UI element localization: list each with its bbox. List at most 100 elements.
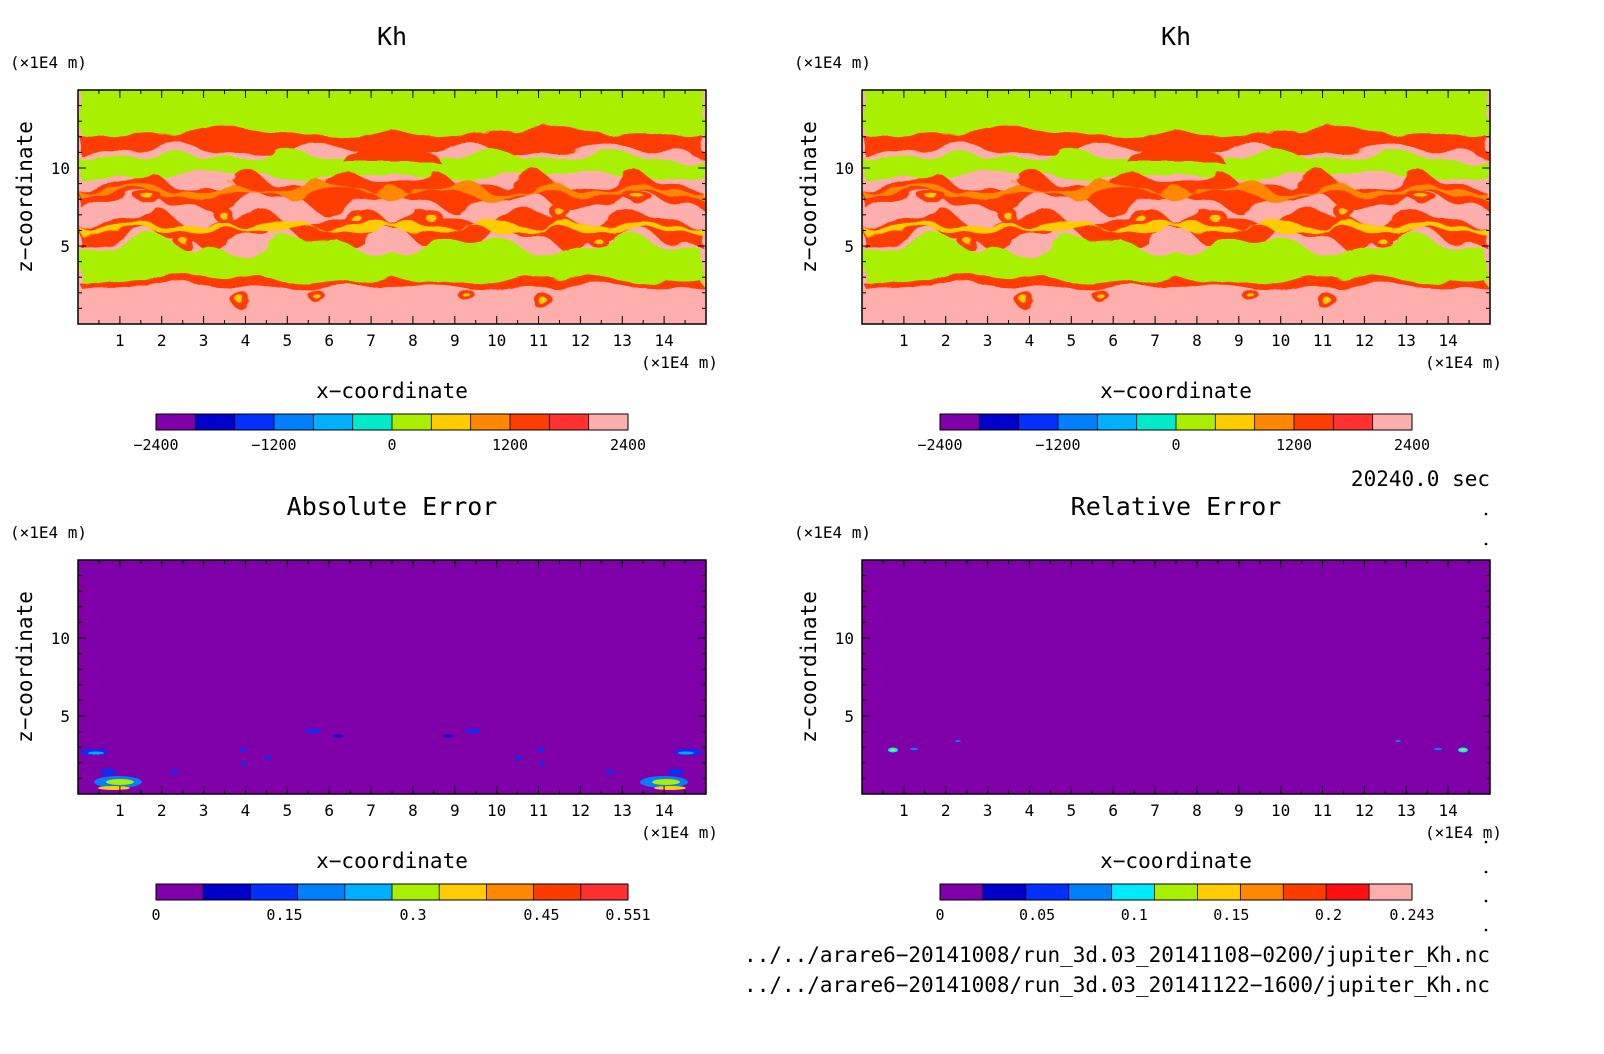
colorbar-swatch	[1176, 414, 1216, 430]
y-unit-label: (×1E4 m)	[10, 53, 87, 72]
heatmap-field	[78, 560, 706, 794]
error-spot	[890, 748, 896, 752]
colorbar-swatch	[195, 414, 235, 430]
error-spot	[955, 740, 961, 742]
x-tick-label: 1	[115, 331, 125, 350]
colorbar-swatch	[1058, 414, 1098, 430]
colorbar-tick-label: 0.15	[1213, 906, 1249, 924]
field-background	[78, 560, 706, 794]
x-axis-label: x−coordinate	[1100, 849, 1252, 873]
x-tick-label: 2	[157, 331, 167, 350]
field-blob	[1208, 212, 1220, 220]
y-tick-label: 5	[60, 707, 70, 726]
x-tick-label: 12	[571, 331, 590, 350]
heatmap-field	[862, 90, 1490, 324]
x-tick-label: 11	[529, 331, 548, 350]
colorbar-tick-label: 0.45	[523, 906, 559, 924]
heatmap-field	[78, 90, 706, 324]
x-tick-label: 8	[408, 331, 418, 350]
colorbar-swatch	[156, 884, 204, 900]
colorbar-swatch	[1333, 414, 1373, 430]
x-tick-label: 11	[1313, 801, 1332, 820]
colorbar-tick-label: 1200	[492, 436, 528, 454]
error-spot	[265, 756, 271, 760]
field-blob	[1001, 210, 1011, 218]
x-tick-label: 9	[450, 801, 460, 820]
x-tick-label: 5	[1067, 331, 1077, 350]
x-tick-label: 6	[324, 801, 334, 820]
dot-marker	[1484, 870, 1488, 874]
dot-markers	[1484, 512, 1488, 932]
colorbar-swatch	[352, 414, 393, 430]
x-tick-label: 9	[450, 331, 460, 350]
x-tick-label: 14	[655, 801, 674, 820]
x-unit-label: (×1E4 m)	[641, 353, 718, 372]
error-spot	[443, 734, 453, 738]
field-blob	[348, 212, 360, 220]
colorbar-tick-label: −1200	[1035, 436, 1080, 454]
y-unit-label: (×1E4 m)	[10, 523, 87, 542]
y-tick-label: 5	[844, 707, 854, 726]
x-tick-label: 14	[1439, 801, 1458, 820]
x-tick-label: 4	[1025, 801, 1035, 820]
colorbar-swatch	[486, 884, 534, 900]
field-layer	[862, 219, 1490, 237]
error-spot	[652, 779, 680, 785]
x-tick-label: 3	[199, 801, 209, 820]
chart-title: Absolute Error	[287, 492, 498, 521]
colorbar-tick-label: 0	[387, 436, 396, 454]
colorbar-swatch	[392, 414, 432, 430]
x-tick-label: 4	[1025, 331, 1035, 350]
field-layer	[862, 207, 1490, 254]
y-axis-label: z−coordinate	[797, 121, 821, 273]
colorbar-swatch	[344, 884, 393, 900]
x-tick-label: 7	[366, 331, 376, 350]
colorbar-swatch	[1154, 884, 1198, 900]
colorbar-tick-label: −2400	[917, 436, 962, 454]
y-tick-label: 5	[844, 237, 854, 256]
x-unit-label: (×1E4 m)	[641, 823, 718, 842]
colorbar-tick-label: 0	[151, 906, 160, 924]
field-blob	[180, 239, 190, 245]
field-layer	[78, 273, 706, 291]
colorbar-tick-label: −2400	[133, 436, 178, 454]
x-tick-label: 3	[983, 801, 993, 820]
field-blob	[1247, 293, 1255, 299]
colorbar-swatch	[203, 884, 251, 900]
field-blob	[463, 293, 471, 299]
error-spot	[333, 734, 343, 738]
x-tick-label: 5	[283, 331, 293, 350]
colorbar-swatch	[510, 414, 550, 430]
colorbar-frame	[155, 883, 629, 901]
colorbar: −2400 −1200 0 1200 2400	[917, 413, 1430, 454]
x-tick-label: 4	[241, 331, 251, 350]
colorbar: 0 0.05 0.1 0.15 0.2 0.243	[935, 883, 1435, 924]
colorbar-tick-label: 0	[935, 906, 944, 924]
x-tick-label: 9	[1234, 331, 1244, 350]
chart-title: Kh	[377, 22, 407, 51]
dot-marker	[1484, 840, 1488, 844]
colorbar-swatch	[1068, 884, 1112, 900]
colorbar-swatch	[588, 414, 629, 430]
x-tick-label: 1	[115, 801, 125, 820]
dot-marker	[1484, 899, 1488, 903]
field-layer	[1128, 146, 1224, 162]
x-tick-label: 3	[983, 331, 993, 350]
field-blob	[1097, 293, 1105, 299]
x-axis-label: x−coordinate	[316, 379, 468, 403]
field-layer	[78, 148, 706, 182]
x-axis-label: x−coordinate	[1100, 379, 1252, 403]
colorbar-swatch	[549, 414, 589, 430]
colorbar-frame	[939, 413, 1413, 431]
colorbar-swatch	[1254, 414, 1295, 430]
x-tick-label: 13	[613, 801, 632, 820]
x-tick-label: 6	[1108, 801, 1118, 820]
y-axis-label: z−coordinate	[797, 591, 821, 743]
error-spot	[678, 751, 694, 755]
colorbar-swatch	[1018, 414, 1059, 430]
colorbar-swatch	[250, 884, 298, 900]
colorbar-swatch	[1136, 414, 1177, 430]
colorbar-frame	[155, 413, 629, 431]
